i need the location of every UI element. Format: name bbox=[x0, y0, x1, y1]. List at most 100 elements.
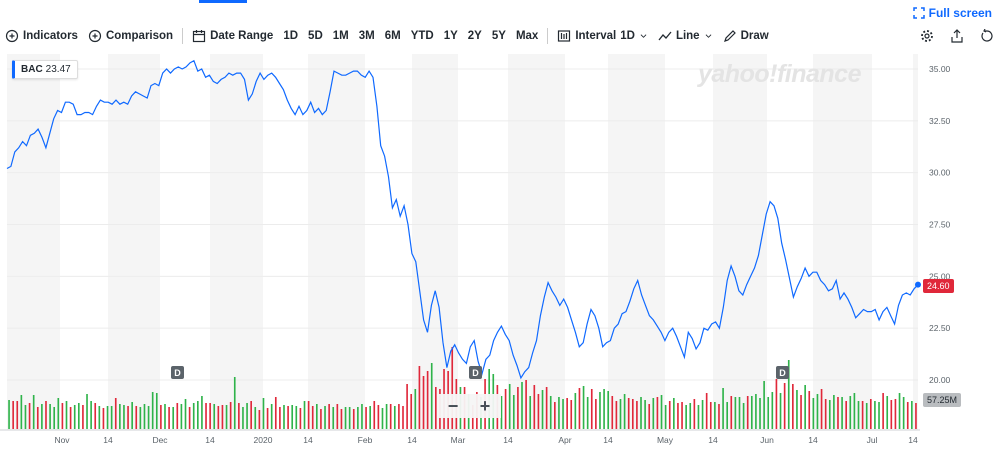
toolbar-right-icons bbox=[920, 24, 994, 48]
range-6m[interactable]: 6M bbox=[384, 30, 401, 42]
volume-bar bbox=[554, 402, 556, 429]
share-icon bbox=[951, 29, 963, 43]
date-range-button[interactable]: Date Range bbox=[187, 24, 278, 48]
volume-bar bbox=[233, 377, 236, 429]
volume-bar bbox=[340, 409, 343, 429]
range-5y[interactable]: 5Y bbox=[491, 30, 506, 42]
volume-bar bbox=[266, 408, 269, 429]
volume-bar bbox=[779, 393, 782, 429]
volume-bar bbox=[369, 406, 371, 429]
volume-bar bbox=[861, 401, 864, 429]
volume-bar bbox=[377, 405, 380, 429]
volume-bar bbox=[410, 394, 413, 429]
volume-bar bbox=[225, 405, 228, 429]
volume-bar bbox=[755, 394, 757, 429]
volume-bar bbox=[595, 399, 597, 429]
range-max[interactable]: Max bbox=[515, 30, 539, 42]
volume-bar bbox=[607, 391, 609, 429]
zoom-out-button[interactable]: − bbox=[447, 396, 459, 416]
ticker-badge[interactable]: BAC 23.47 bbox=[12, 60, 78, 79]
volume-bar bbox=[20, 395, 23, 429]
volume-bar bbox=[172, 407, 175, 429]
volume-bar bbox=[176, 403, 179, 429]
volume-bar bbox=[270, 404, 273, 429]
interval-button[interactable]: Interval 1D bbox=[552, 24, 653, 48]
fullscreen-button[interactable]: Full screen bbox=[912, 6, 992, 20]
volume-bar bbox=[701, 400, 704, 429]
dividend-marker[interactable]: D bbox=[776, 366, 789, 379]
volume-bar bbox=[196, 401, 199, 429]
volume-bar bbox=[262, 398, 265, 429]
reset-button[interactable] bbox=[980, 29, 994, 43]
y-tick-label: 20.00 bbox=[929, 375, 951, 385]
chart-area[interactable]: 35.00 32.50 30.00 27.50 25.00 22.50 20.00 Nov 14… bbox=[0, 54, 1000, 457]
volume-bar bbox=[435, 387, 437, 429]
settings-button[interactable] bbox=[920, 29, 934, 43]
chart-band bbox=[210, 54, 263, 430]
volume-bar bbox=[541, 390, 544, 429]
volume-bar bbox=[69, 407, 72, 429]
volume-bar bbox=[857, 401, 860, 429]
range-1m[interactable]: 1M bbox=[332, 30, 349, 42]
volume-bar bbox=[348, 407, 351, 429]
line-type-button[interactable]: Line bbox=[653, 24, 718, 48]
volume-bar bbox=[746, 396, 749, 429]
range-ytd[interactable]: YTD bbox=[410, 30, 434, 42]
volume-bar bbox=[865, 403, 868, 429]
range-5d[interactable]: 5D bbox=[308, 30, 323, 42]
pencil-icon bbox=[723, 30, 736, 42]
volume-bar bbox=[168, 407, 170, 429]
range-2y[interactable]: 2Y bbox=[467, 30, 482, 42]
volume-bar bbox=[504, 389, 507, 429]
volume-bar bbox=[299, 408, 302, 429]
volume-bar bbox=[213, 404, 216, 429]
chart-band bbox=[308, 54, 365, 430]
volume-bar bbox=[45, 401, 47, 429]
volume-bar bbox=[874, 401, 876, 429]
zoom-in-button[interactable]: + bbox=[479, 396, 491, 416]
volume-bar bbox=[578, 388, 581, 429]
x-tick-label: 14 bbox=[205, 435, 215, 445]
volume-bar bbox=[644, 400, 646, 429]
volume-bar bbox=[722, 388, 724, 429]
volume-bar bbox=[430, 363, 433, 429]
volume-bar bbox=[611, 396, 614, 429]
y-tick-label: 32.50 bbox=[929, 116, 951, 126]
volume-bar bbox=[668, 401, 671, 429]
indicators-button[interactable]: Indicators bbox=[0, 24, 83, 48]
volume-bar bbox=[750, 396, 753, 429]
line-label: Line bbox=[675, 30, 700, 42]
volume-bar bbox=[418, 366, 421, 429]
gear-icon bbox=[921, 30, 933, 42]
chevron-down-icon bbox=[640, 34, 647, 38]
range-3m[interactable]: 3M bbox=[358, 30, 375, 42]
volume-bar bbox=[221, 405, 224, 429]
x-tick-label: 14 bbox=[103, 435, 113, 445]
comparison-button[interactable]: Comparison bbox=[83, 24, 178, 48]
volume-bar bbox=[886, 396, 889, 429]
volume-bar bbox=[328, 404, 330, 429]
volume-bar bbox=[86, 394, 88, 429]
price-chart[interactable]: 35.00 32.50 30.00 27.50 25.00 22.50 20.00 Nov 14… bbox=[0, 54, 1000, 457]
chart-band bbox=[608, 54, 665, 430]
interval-value: 1D bbox=[620, 30, 635, 42]
dividend-marker[interactable]: D bbox=[469, 366, 482, 379]
range-1d[interactable]: 1D bbox=[283, 30, 299, 42]
dividend-marker[interactable]: D bbox=[171, 366, 184, 379]
volume-bar bbox=[320, 409, 322, 429]
volume-bar bbox=[508, 384, 511, 429]
volume-bar bbox=[742, 403, 745, 429]
volume-bar bbox=[512, 395, 515, 429]
zoom-controls: − + bbox=[437, 394, 501, 418]
volume-bar bbox=[705, 393, 708, 429]
volume-bar bbox=[291, 405, 294, 429]
volume-bar bbox=[714, 402, 716, 429]
share-button[interactable] bbox=[950, 29, 964, 43]
draw-button[interactable]: Draw bbox=[718, 24, 774, 48]
chart-band bbox=[913, 54, 918, 430]
volume-bar bbox=[640, 397, 642, 429]
chart-band bbox=[508, 54, 565, 430]
line-chart-icon bbox=[658, 31, 672, 41]
volume-bar bbox=[57, 398, 60, 429]
range-1y[interactable]: 1Y bbox=[443, 30, 458, 42]
